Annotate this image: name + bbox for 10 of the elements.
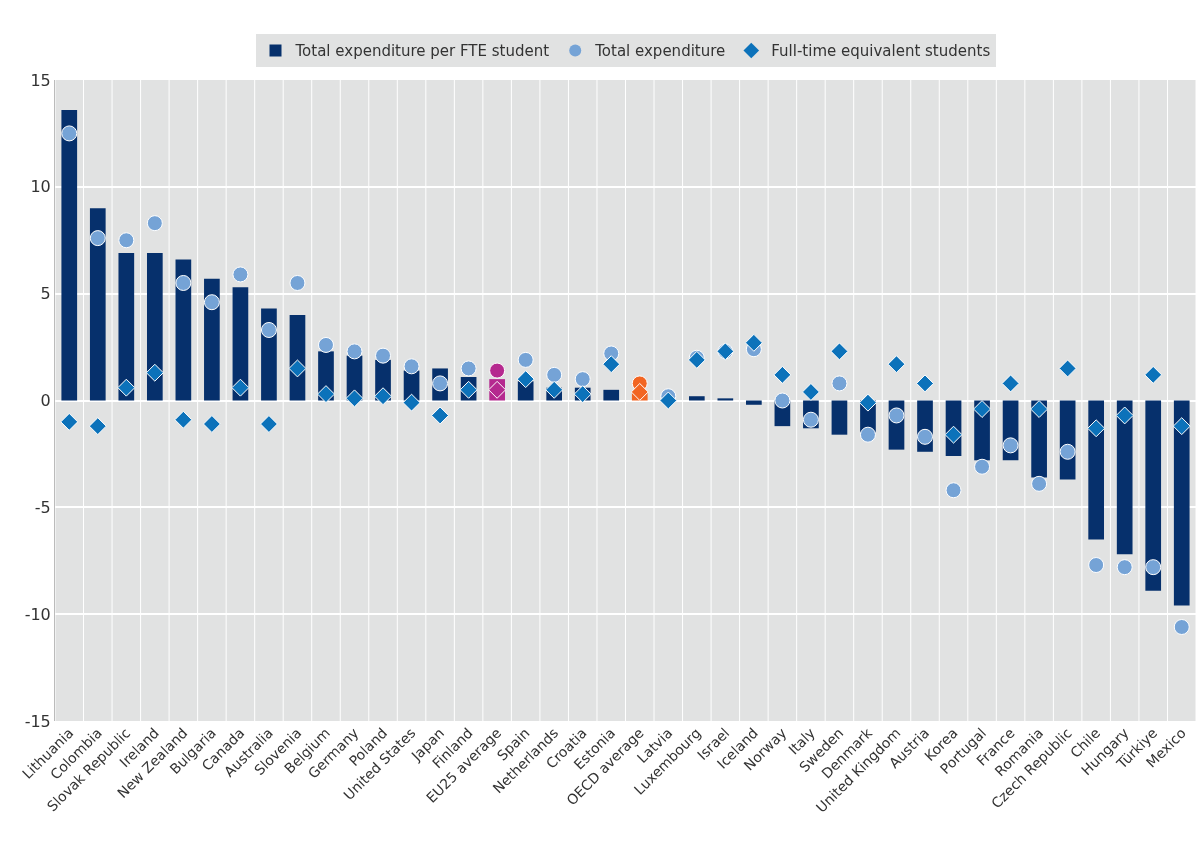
y-tick-label: 15 xyxy=(30,70,51,90)
y-tick-label: 5 xyxy=(40,284,51,304)
y-tick-label: -5 xyxy=(34,497,51,517)
legend-label: Total expenditure per FTE student xyxy=(294,42,550,61)
y-tick-label: -15 xyxy=(24,711,51,731)
y-tick-label: -10 xyxy=(24,604,51,624)
y-tick-label: 0 xyxy=(40,391,51,411)
y-tick-label: 10 xyxy=(30,177,51,197)
legend-label: Full-time equivalent students xyxy=(771,42,991,61)
legend-label: Total expenditure xyxy=(594,42,726,61)
